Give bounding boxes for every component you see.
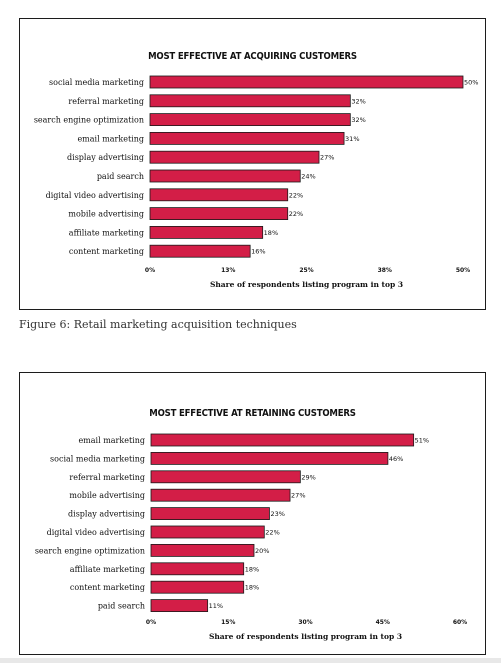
bar	[150, 470, 301, 484]
x-tick-label: 0%	[146, 619, 156, 626]
category-label: content marketing	[69, 247, 144, 256]
value-label: 22%	[289, 191, 303, 199]
bar	[150, 562, 245, 576]
figure-caption: Figure 6: Retail marketing acquisition t…	[19, 318, 297, 331]
x-tick-label: 45%	[376, 619, 390, 626]
category-label: digital video advertising	[46, 191, 144, 200]
category-label: email marketing	[77, 134, 144, 143]
acquiring-chart: MOST EFFECTIVE AT ACQUIRING CUSTOMERS so…	[19, 18, 486, 310]
x-axis-title: Share of respondents listing program in …	[210, 280, 403, 289]
category-label: social media marketing	[49, 78, 144, 87]
value-label: 20%	[255, 547, 269, 555]
value-label: 31%	[345, 135, 359, 143]
bar	[149, 150, 320, 164]
category-label: email marketing	[78, 436, 145, 445]
bar	[150, 488, 291, 502]
category-label: paid search	[97, 172, 144, 181]
value-label: 18%	[245, 565, 259, 573]
category-label: social media marketing	[50, 454, 145, 463]
category-label: content marketing	[70, 583, 145, 592]
bar	[149, 113, 351, 126]
value-label: 32%	[351, 116, 365, 124]
bar	[150, 580, 245, 594]
value-label: 18%	[245, 584, 259, 592]
category-label: display advertising	[67, 153, 144, 162]
bar	[150, 599, 209, 613]
bar	[149, 244, 251, 258]
bar	[150, 452, 389, 465]
value-label: 22%	[265, 529, 279, 537]
bar	[150, 507, 270, 521]
x-tick-label: 30%	[298, 619, 312, 626]
value-label: 29%	[301, 473, 315, 481]
acquiring-chart-plot: social media marketing 50% referral market…	[34, 75, 478, 289]
bar	[149, 75, 464, 89]
category-label: digital video advertising	[47, 528, 145, 537]
bar	[149, 132, 345, 145]
value-label: 50%	[464, 79, 478, 87]
bar	[150, 525, 265, 539]
value-label: 46%	[389, 455, 403, 463]
chart-title: MOST EFFECTIVE AT ACQUIRING CUSTOMERS	[148, 51, 357, 62]
value-label: 27%	[291, 492, 305, 500]
x-tick-label: 38%	[378, 267, 392, 274]
bar	[149, 225, 264, 239]
x-axis-title: Share of respondents listing program in …	[209, 632, 402, 641]
x-tick-label: 0%	[145, 267, 155, 274]
value-label: 24%	[301, 173, 315, 181]
value-label: 16%	[251, 248, 265, 256]
category-label: paid search	[98, 602, 145, 611]
bar	[149, 169, 301, 183]
value-label: 32%	[351, 97, 365, 105]
value-label: 18%	[264, 229, 278, 237]
x-tick-label: 50%	[456, 267, 470, 274]
x-tick-label: 60%	[453, 619, 467, 626]
category-label: search engine optimization	[34, 116, 144, 125]
category-label: referral marketing	[68, 97, 144, 106]
retaining-chart-plot: email marketing 51% social media marketing…	[35, 433, 467, 641]
chart-title: MOST EFFECTIVE AT RETAINING CUSTOMERS	[149, 408, 356, 419]
category-label: search engine optimization	[35, 546, 145, 555]
category-label: referral marketing	[69, 473, 145, 482]
bar	[149, 188, 289, 202]
category-label: display advertising	[68, 510, 145, 519]
category-label: affiliate marketing	[69, 228, 144, 237]
category-label: mobile advertising	[68, 210, 144, 219]
bar	[149, 94, 351, 108]
category-label: mobile advertising	[69, 491, 145, 500]
x-tick-label: 13%	[221, 267, 235, 274]
bar	[150, 543, 255, 557]
bar	[149, 207, 289, 221]
retaining-chart: MOST EFFECTIVE AT RETAINING CUSTOMERS em…	[19, 372, 486, 655]
x-tick-label: 25%	[299, 267, 313, 274]
value-label: 51%	[415, 437, 429, 445]
category-label: affiliate marketing	[70, 565, 145, 574]
value-label: 11%	[209, 602, 223, 610]
value-label: 23%	[270, 510, 284, 518]
page-bottom-rule	[0, 658, 501, 663]
value-label: 27%	[320, 154, 334, 162]
bar	[150, 433, 415, 447]
x-tick-label: 15%	[221, 619, 235, 626]
value-label: 22%	[289, 210, 303, 218]
